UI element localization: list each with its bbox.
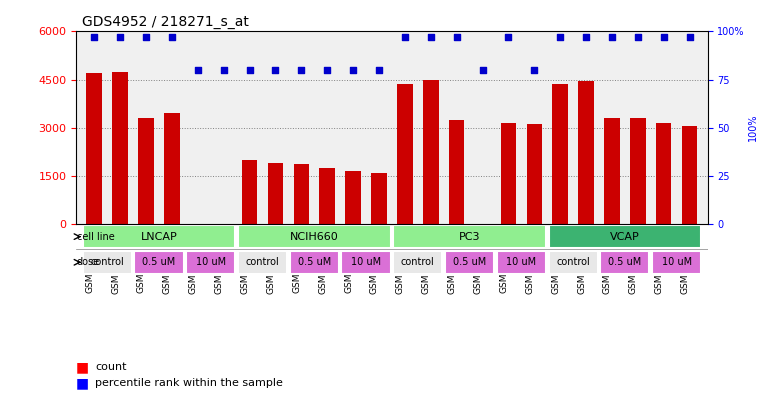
- Text: 10 uM: 10 uM: [506, 257, 537, 267]
- Text: 0.5 uM: 0.5 uM: [453, 257, 486, 267]
- Y-axis label: 100%: 100%: [748, 114, 758, 141]
- Text: GDS4952 / 218271_s_at: GDS4952 / 218271_s_at: [82, 15, 250, 29]
- Bar: [371, 173, 387, 224]
- Point: [166, 34, 178, 40]
- Bar: [630, 118, 645, 224]
- Point: [528, 67, 540, 73]
- Text: NCIH660: NCIH660: [290, 231, 339, 242]
- Bar: [552, 84, 568, 224]
- Point: [347, 67, 359, 73]
- Point: [373, 67, 385, 73]
- FancyBboxPatch shape: [290, 251, 339, 274]
- FancyBboxPatch shape: [238, 251, 287, 274]
- Bar: [320, 168, 335, 224]
- Bar: [294, 165, 309, 224]
- FancyBboxPatch shape: [83, 251, 132, 274]
- Text: control: control: [246, 257, 279, 267]
- Point: [399, 34, 411, 40]
- Bar: [527, 125, 542, 224]
- FancyBboxPatch shape: [497, 251, 546, 274]
- Text: 0.5 uM: 0.5 uM: [608, 257, 642, 267]
- Text: 10 uM: 10 uM: [196, 257, 226, 267]
- FancyBboxPatch shape: [342, 251, 390, 274]
- Point: [244, 67, 256, 73]
- Bar: [87, 73, 102, 224]
- Bar: [113, 72, 128, 224]
- Bar: [423, 79, 438, 224]
- Bar: [242, 160, 257, 224]
- FancyBboxPatch shape: [549, 251, 597, 274]
- Point: [425, 34, 437, 40]
- FancyBboxPatch shape: [393, 225, 546, 248]
- Bar: [578, 81, 594, 224]
- FancyBboxPatch shape: [445, 251, 494, 274]
- FancyBboxPatch shape: [652, 251, 701, 274]
- Point: [140, 34, 152, 40]
- Text: LNCAP: LNCAP: [141, 231, 177, 242]
- Text: count: count: [95, 362, 126, 373]
- Bar: [268, 163, 283, 224]
- FancyBboxPatch shape: [135, 251, 183, 274]
- Text: ■: ■: [76, 376, 89, 390]
- Point: [295, 67, 307, 73]
- Point: [451, 34, 463, 40]
- Text: PC3: PC3: [459, 231, 480, 242]
- FancyBboxPatch shape: [238, 225, 390, 248]
- Text: dose: dose: [77, 257, 100, 267]
- Point: [192, 67, 204, 73]
- Point: [683, 34, 696, 40]
- Text: 10 uM: 10 uM: [351, 257, 381, 267]
- Bar: [397, 84, 412, 224]
- Point: [114, 34, 126, 40]
- Text: 0.5 uM: 0.5 uM: [298, 257, 331, 267]
- Text: percentile rank within the sample: percentile rank within the sample: [95, 378, 283, 388]
- Text: control: control: [556, 257, 590, 267]
- Point: [321, 67, 333, 73]
- Point: [580, 34, 592, 40]
- Text: 0.5 uM: 0.5 uM: [142, 257, 176, 267]
- Text: VCAP: VCAP: [610, 231, 640, 242]
- Point: [88, 34, 100, 40]
- Point: [632, 34, 644, 40]
- Bar: [682, 126, 697, 224]
- Text: 10 uM: 10 uM: [661, 257, 692, 267]
- Bar: [604, 118, 619, 224]
- Text: cell line: cell line: [77, 231, 114, 242]
- Text: control: control: [401, 257, 435, 267]
- Point: [606, 34, 618, 40]
- Point: [554, 34, 566, 40]
- FancyBboxPatch shape: [83, 225, 235, 248]
- Point: [269, 67, 282, 73]
- Text: control: control: [91, 257, 124, 267]
- Point: [476, 67, 489, 73]
- Point: [218, 67, 230, 73]
- FancyBboxPatch shape: [549, 225, 701, 248]
- FancyBboxPatch shape: [600, 251, 649, 274]
- FancyBboxPatch shape: [186, 251, 235, 274]
- Bar: [139, 118, 154, 224]
- Point: [502, 34, 514, 40]
- Text: ■: ■: [76, 360, 89, 375]
- FancyBboxPatch shape: [393, 251, 442, 274]
- Point: [658, 34, 670, 40]
- Bar: [449, 119, 464, 224]
- Bar: [345, 171, 361, 224]
- Bar: [164, 113, 180, 224]
- Bar: [501, 123, 516, 224]
- Bar: [656, 123, 671, 224]
